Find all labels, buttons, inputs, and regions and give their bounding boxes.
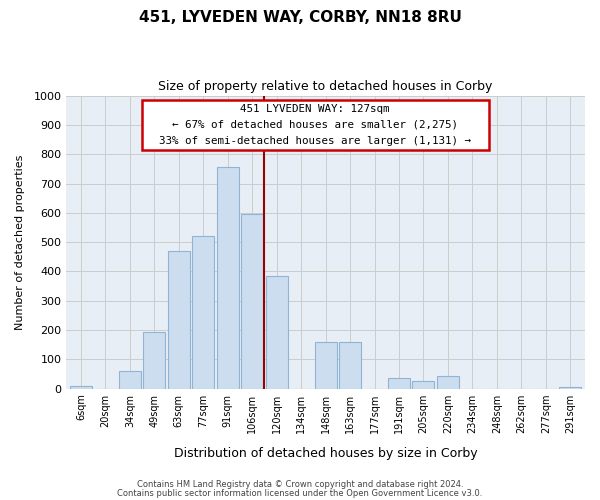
Text: 451, LYVEDEN WAY, CORBY, NN18 8RU: 451, LYVEDEN WAY, CORBY, NN18 8RU — [139, 10, 461, 25]
Bar — [314, 342, 337, 389]
Text: 451 LYVEDEN WAY: 127sqm  
  ← 67% of detached houses are smaller (2,275)  
  33%: 451 LYVEDEN WAY: 127sqm ← 67% of detache… — [146, 104, 484, 146]
Bar — [339, 342, 361, 389]
Bar — [412, 382, 434, 389]
Bar — [437, 376, 459, 389]
Bar — [192, 236, 214, 389]
Bar — [388, 378, 410, 389]
Title: Size of property relative to detached houses in Corby: Size of property relative to detached ho… — [158, 80, 493, 93]
Bar — [143, 332, 166, 389]
Text: Contains HM Land Registry data © Crown copyright and database right 2024.: Contains HM Land Registry data © Crown c… — [137, 480, 463, 489]
Bar — [70, 386, 92, 389]
Text: Contains public sector information licensed under the Open Government Licence v3: Contains public sector information licen… — [118, 488, 482, 498]
Bar — [241, 214, 263, 389]
Bar — [266, 276, 287, 389]
X-axis label: Distribution of detached houses by size in Corby: Distribution of detached houses by size … — [174, 447, 478, 460]
Bar — [168, 251, 190, 389]
Bar — [559, 388, 581, 389]
Bar — [217, 168, 239, 389]
Y-axis label: Number of detached properties: Number of detached properties — [15, 154, 25, 330]
Bar — [119, 371, 141, 389]
